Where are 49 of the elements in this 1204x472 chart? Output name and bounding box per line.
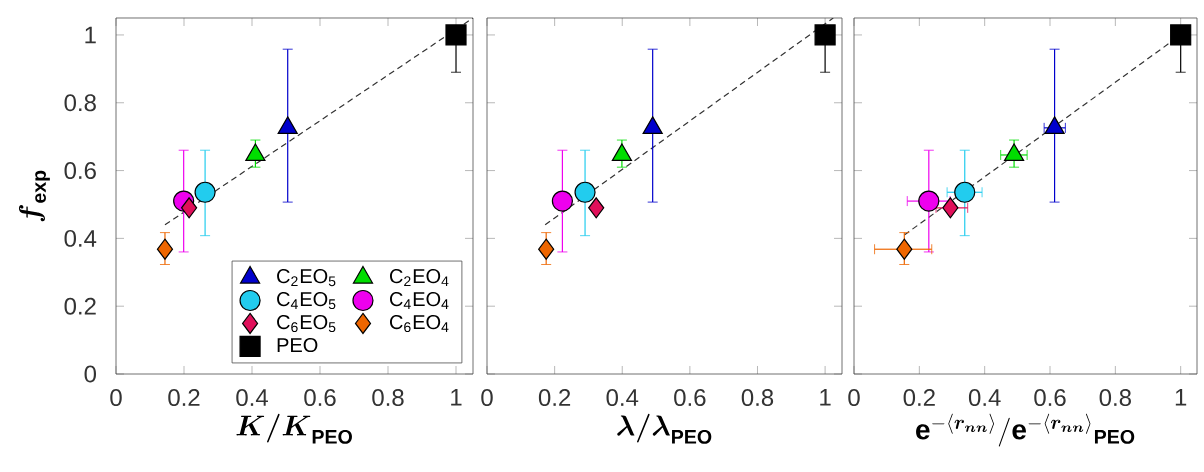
x-tick-label: 1 bbox=[451, 389, 462, 406]
y-tick-label: 1 bbox=[85, 26, 96, 44]
point bbox=[194, 181, 216, 203]
x-tick-label: 0.6 bbox=[674, 389, 706, 407]
x-axis-title: $\boldsymbol{K/K}_{\mathbf{PEO}}$ bbox=[236, 413, 352, 444]
legend-label: C$_{4}$EO$_{5}$ bbox=[277, 292, 336, 310]
y-axis-title: $\boldsymbol{f}_{\mathbf{exp}}$ bbox=[18, 170, 50, 222]
x-tick-label: 0.4 bbox=[236, 389, 268, 407]
x-tick-label: 0.2 bbox=[903, 389, 935, 407]
x-tick-label: 0.8 bbox=[741, 389, 774, 407]
point bbox=[942, 197, 959, 219]
legend-label: C$_{6}$EO$_{5}$ bbox=[277, 315, 336, 333]
y-tick-label: 0.2 bbox=[64, 297, 96, 315]
point bbox=[551, 190, 574, 212]
x-tick-label: 0.2 bbox=[168, 389, 200, 407]
legend-label: C$_{6}$EO$_{4}$ bbox=[389, 315, 449, 333]
x-tick-label: 0 bbox=[110, 389, 122, 407]
point bbox=[588, 197, 605, 219]
legend-label: C$_{4}$EO$_{4}$ bbox=[389, 292, 449, 309]
x-axis-title: $\mathbf{e}^{-\langle \boldsymbol{r_{nn}}\rangle}/\mathbf{e}^{-\langle \boldsymbol{r_{nn}}\rangle}{}_{\mathbf{PEO}}$ bbox=[916, 413, 1135, 447]
x-tick-label: 1 bbox=[820, 389, 831, 406]
point bbox=[181, 197, 198, 219]
x-tick-label: 0.6 bbox=[304, 389, 336, 407]
legend-label: PEO bbox=[277, 337, 318, 353]
point bbox=[574, 181, 596, 203]
x-tick-label: 0 bbox=[481, 389, 493, 407]
x-tick-label: 0.4 bbox=[606, 389, 639, 407]
y-tick-label: 0.4 bbox=[64, 229, 97, 247]
y-tick-label: 0 bbox=[84, 365, 97, 383]
y-tick-label: 0.8 bbox=[64, 94, 96, 112]
y-tick-label: 0.6 bbox=[64, 162, 96, 180]
x-tick-label: 0.6 bbox=[1034, 389, 1066, 407]
x-tick-label: 0.8 bbox=[1099, 389, 1131, 407]
x-tick-label: 0.2 bbox=[538, 389, 571, 407]
point bbox=[954, 181, 976, 203]
point bbox=[445, 24, 467, 46]
point bbox=[538, 238, 555, 260]
point bbox=[1170, 24, 1192, 46]
x-axis-title: $\boldsymbol{\lambda/\lambda}_{\mathbf{PEO}}$ bbox=[617, 413, 712, 444]
point bbox=[896, 238, 913, 260]
x-tick-label: 0 bbox=[848, 389, 860, 407]
x-tick-label: 0.4 bbox=[968, 389, 1001, 407]
x-tick-label: 1 bbox=[1175, 389, 1187, 406]
legend-label: C$_{2}$EO$_{4}$ bbox=[389, 269, 449, 287]
point bbox=[918, 190, 940, 212]
legend-label: C$_{2}$EO$_{5}$ bbox=[277, 269, 336, 287]
point bbox=[156, 238, 174, 260]
point bbox=[814, 24, 836, 46]
x-tick-label: 0.8 bbox=[372, 389, 404, 407]
